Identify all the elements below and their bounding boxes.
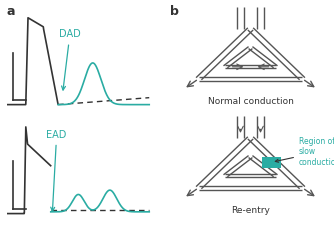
FancyBboxPatch shape [262,157,281,168]
Text: Re-entry: Re-entry [231,206,270,215]
Text: EAD: EAD [46,130,67,211]
Text: DAD: DAD [59,30,81,90]
Text: Region of
slow
conduction: Region of slow conduction [275,137,334,167]
Text: Normal conduction: Normal conduction [207,97,294,106]
Text: a: a [7,5,15,17]
Text: b: b [170,5,179,17]
